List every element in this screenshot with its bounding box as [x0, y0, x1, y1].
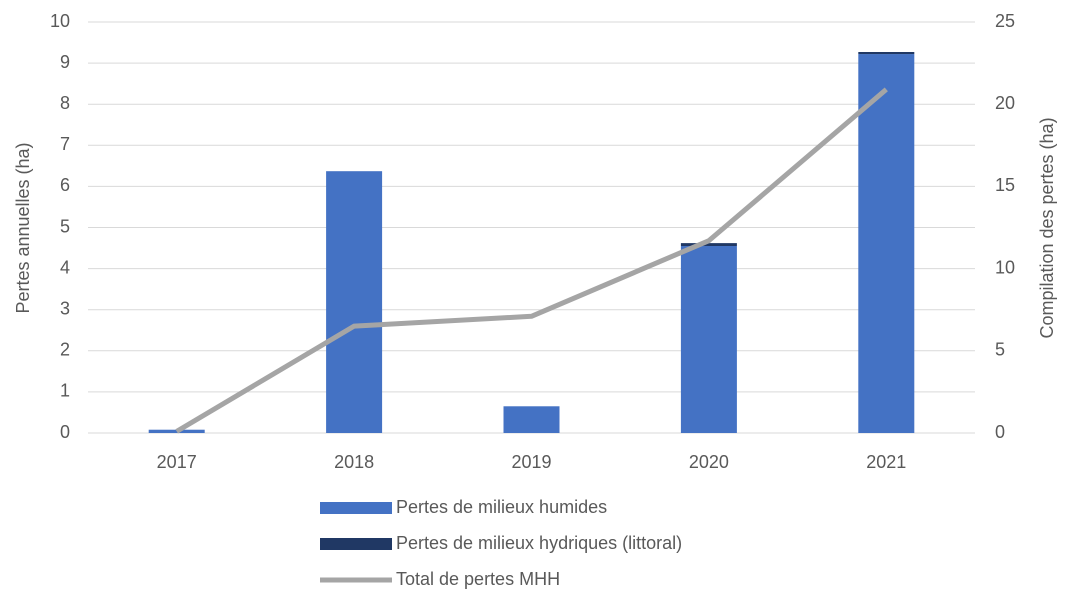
bar: [326, 171, 383, 433]
y-tick-label: 4: [60, 257, 70, 277]
y-tick-label: 2: [60, 340, 70, 360]
y2-tick-label: 10: [995, 257, 1015, 277]
y2-tick-label: 25: [995, 11, 1015, 31]
bar: [503, 406, 560, 433]
y2-tick-label: 20: [995, 93, 1015, 113]
y-tick-label: 10: [50, 11, 70, 31]
bar: [148, 429, 205, 433]
y-tick-label: 1: [60, 381, 70, 401]
bar: [858, 52, 915, 55]
y-tick-label: 3: [60, 298, 70, 318]
y2-tick-label: 5: [995, 340, 1005, 360]
y-tick-label: 0: [60, 422, 70, 442]
line: [175, 87, 888, 434]
legend-label: Pertes de milieux hydriques (littoral): [396, 533, 682, 553]
y-tick-label: 8: [60, 93, 70, 113]
legend-label: Total de pertes MHH: [396, 569, 560, 589]
legend-label: Pertes de milieux humides: [396, 497, 607, 517]
bar: [680, 245, 737, 433]
y2-tick-label: 15: [995, 175, 1015, 195]
y-tick-label: 7: [60, 134, 70, 154]
y-axis-title: Pertes annuelles (ha): [13, 142, 33, 313]
x-tick-label: 2017: [157, 452, 197, 472]
y-tick-label: 6: [60, 175, 70, 195]
y2-tick-label: 0: [995, 422, 1005, 442]
bar: [858, 54, 915, 434]
y-tick-label: 9: [60, 52, 70, 72]
y-tick-label: 5: [60, 216, 70, 236]
x-tick-label: 2019: [511, 452, 551, 472]
x-tick-label: 2021: [866, 452, 906, 472]
y2-axis-title: Compilation des pertes (ha): [1037, 117, 1057, 338]
legend-swatch: [320, 538, 392, 550]
x-tick-label: 2018: [334, 452, 374, 472]
legend-swatch: [320, 502, 392, 514]
bar: [680, 243, 737, 246]
x-tick-label: 2020: [689, 452, 729, 472]
